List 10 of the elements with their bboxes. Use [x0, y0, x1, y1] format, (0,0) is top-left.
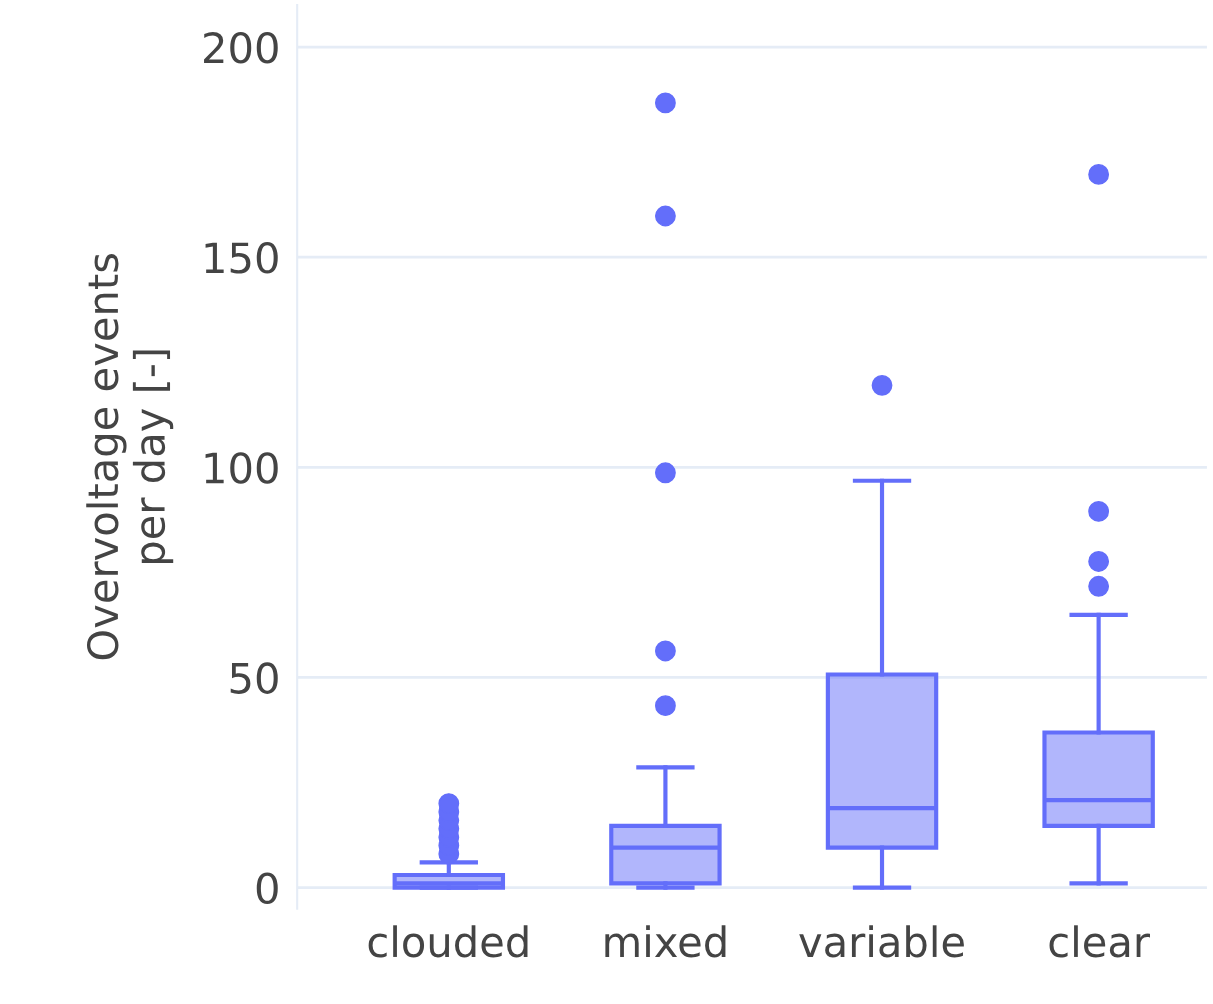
x-tick-label: mixed [605, 925, 726, 958]
y-tick-label: 150 [205, 242, 278, 274]
y-tick-label: 50 [230, 662, 278, 694]
x-tick-label: variable [799, 925, 964, 958]
y-axis-title: Overvoltage events per day [-] [86, 254, 174, 660]
y-tick-label: 200 [204, 31, 278, 64]
x-tick-label: clouded [368, 925, 528, 958]
x-tick-label: clear [1049, 925, 1151, 958]
y-tick-label: 0 [256, 872, 278, 905]
y-tick-label: 100 [205, 452, 278, 484]
